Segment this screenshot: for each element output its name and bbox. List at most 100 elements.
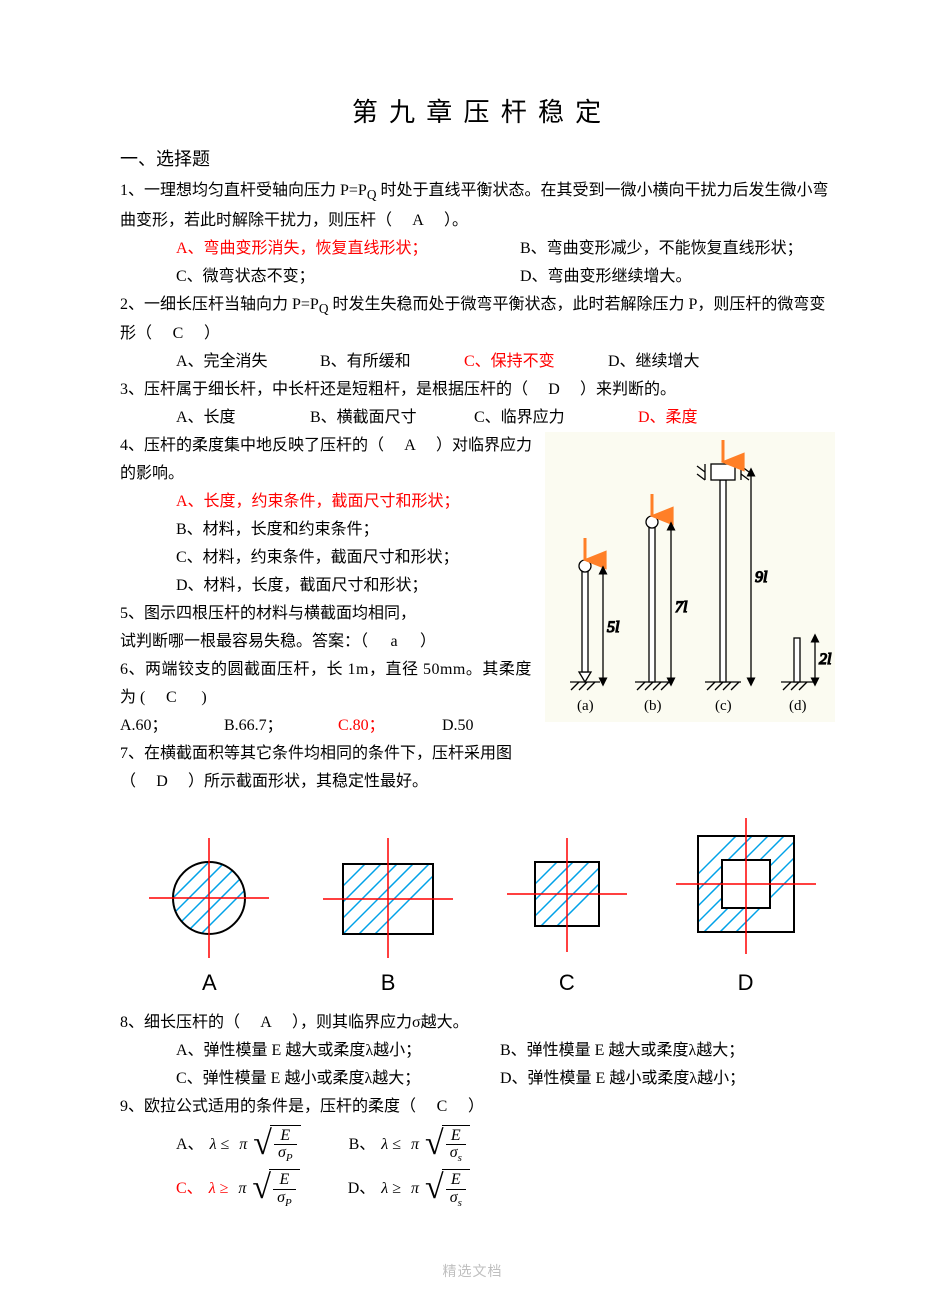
q7-pre: （ bbox=[120, 773, 136, 790]
q1-opt-a: A、弯曲变形消失，恢复直线形状； bbox=[176, 235, 516, 263]
section-b: B bbox=[313, 838, 463, 1003]
q9-answer: C bbox=[416, 1093, 468, 1121]
q9-b-num: E bbox=[446, 1128, 466, 1145]
q7-answer: D bbox=[136, 768, 188, 796]
svg-text:5: 5 bbox=[607, 619, 615, 636]
label-c: C bbox=[559, 964, 575, 1003]
q3-b: B、横截面尺寸 bbox=[310, 404, 470, 432]
q9-a-lbl: A、 bbox=[176, 1131, 204, 1159]
q3-choices: A、长度 B、横截面尺寸 C、临界应力 D、柔度 bbox=[120, 404, 835, 432]
beam-svg: 5 l 7 l bbox=[545, 432, 835, 722]
q3-answer: D bbox=[528, 376, 580, 404]
q9-opt-d: D、 λ ≥ π √ E σs bbox=[348, 1169, 470, 1210]
q4-c: C、材料，约束条件，截面尺寸和形状； bbox=[120, 544, 535, 572]
q2-a: A、完全消失 bbox=[176, 348, 316, 376]
q4-q7-with-figure: 4、压杆的柔度集中地反映了压杆的（A）对临界应力的影响。 A、长度，约束条件，截… bbox=[120, 432, 835, 796]
q9-d-lbl: D、 bbox=[348, 1175, 376, 1203]
q3-close: ）来判断的。 bbox=[580, 381, 676, 398]
q9-c-lbl: C、 bbox=[176, 1175, 203, 1203]
section-a: A bbox=[134, 838, 284, 1003]
question-7-line2: （D）所示截面形状，其稳定性最好。 bbox=[120, 768, 535, 796]
q4-answer: A bbox=[384, 432, 436, 460]
q9-row1: A、 λ ≤ π √ E σP B、 λ ≤ π √ E σs bbox=[120, 1125, 835, 1166]
q9-b-lbl: B、 bbox=[349, 1131, 376, 1159]
q9-row2: C、 λ ≥ π √ E σP D、 λ ≥ π √ E σs bbox=[120, 1169, 835, 1210]
q3-c: C、临界应力 bbox=[474, 404, 634, 432]
q9-b-rel: λ ≤ bbox=[381, 1131, 401, 1159]
q9-d-rel: λ ≥ bbox=[381, 1175, 401, 1203]
beam-figure-canvas: 5 l 7 l bbox=[545, 432, 835, 722]
q9-opt-b: B、 λ ≤ π √ E σs bbox=[349, 1125, 470, 1166]
left-text-column: 4、压杆的柔度集中地反映了压杆的（A）对临界应力的影响。 A、长度，约束条件，截… bbox=[120, 432, 535, 796]
q9-a-rel: λ ≤ bbox=[210, 1131, 230, 1159]
label-d: D bbox=[738, 964, 754, 1003]
sections-row: A B bbox=[120, 818, 835, 1003]
svg-text:l: l bbox=[763, 569, 768, 586]
q6-close: ) bbox=[197, 689, 206, 706]
q8-pre: 8、细长压杆的（ bbox=[120, 1014, 240, 1031]
question-2: 2、一细长压杆当轴向力 P=PQ 时发生失稳而处于微弯平衡状态，此时若解除压力 … bbox=[120, 291, 835, 349]
q1-row2: C、微弯状态不变； D、弯曲变形继续增大。 bbox=[120, 263, 835, 291]
page-footer: 精选文档 bbox=[0, 1261, 945, 1286]
svg-text:(c): (c) bbox=[715, 698, 732, 714]
q9-opt-c: C、 λ ≥ π √ E σP bbox=[176, 1169, 300, 1210]
question-6-line2: 为 (C ) bbox=[120, 684, 535, 712]
q7-close: ）所示截面形状，其稳定性最好。 bbox=[188, 773, 428, 790]
q1-close: ）。 bbox=[444, 212, 468, 229]
q6-d: D.50 bbox=[442, 712, 522, 740]
q6-pre: 为 ( bbox=[120, 689, 145, 706]
q9-d-den: σ bbox=[450, 1189, 458, 1206]
section-a-svg bbox=[149, 838, 269, 958]
q2-answer: C bbox=[152, 320, 204, 348]
q2-pre: 2、一细长压杆当轴向力 P=P bbox=[120, 296, 319, 313]
svg-text:l: l bbox=[615, 619, 620, 636]
svg-text:(a): (a) bbox=[577, 698, 594, 714]
section-d: D bbox=[671, 818, 821, 1003]
q9-a-num: E bbox=[274, 1128, 297, 1145]
q8-a: A、弹性模量 E 越大或柔度λ越小； bbox=[176, 1037, 496, 1065]
q1-stem-pre: 1、一理想均匀直杆受轴向压力 P=P bbox=[120, 182, 367, 199]
label-a: A bbox=[202, 964, 217, 1003]
q9-b-sub: s bbox=[458, 1152, 462, 1164]
section-c: C bbox=[492, 838, 642, 1003]
q5-close: ） bbox=[420, 633, 436, 650]
q9-a-den: σ bbox=[278, 1144, 286, 1161]
q1-answer: A bbox=[392, 207, 444, 235]
q6-answer: C bbox=[145, 684, 197, 712]
q8-b: B、弹性模量 E 越大或柔度λ越大； bbox=[500, 1042, 744, 1059]
svg-text:9: 9 bbox=[755, 569, 763, 586]
label-b: B bbox=[381, 964, 396, 1003]
q6-c: C.80； bbox=[338, 712, 438, 740]
question-7-line1: 7、在横截面积等其它条件均相同的条件下，压杆采用图 bbox=[120, 740, 535, 768]
svg-text:l: l bbox=[827, 651, 832, 668]
q3-a: A、长度 bbox=[176, 404, 306, 432]
section-b-svg bbox=[323, 838, 453, 958]
q8-c: C、弹性模量 E 越小或柔度λ越大； bbox=[176, 1065, 496, 1093]
q4-a: A、长度，约束条件，截面尺寸和形状； bbox=[120, 488, 535, 516]
q9-c-num: E bbox=[273, 1172, 296, 1189]
question-6-line1: 6、两端铰支的圆截面压杆，长 1m，直径 50mm。其柔度 bbox=[120, 656, 535, 684]
beam-figure: 5 l 7 l bbox=[545, 432, 835, 722]
q9-c-rel: λ ≥ bbox=[209, 1175, 229, 1203]
svg-text:l: l bbox=[683, 599, 688, 616]
q9-b-den: σ bbox=[450, 1144, 458, 1161]
q2-c: C、保持不变 bbox=[464, 348, 604, 376]
q9-opt-a: A、 λ ≤ π √ E σP bbox=[176, 1125, 301, 1166]
q6-choices: A.60； B.66.7； C.80； D.50 bbox=[120, 712, 535, 740]
q8-row2: C、弹性模量 E 越小或柔度λ越大； D、弹性模量 E 越小或柔度λ越小； bbox=[120, 1065, 835, 1093]
q5-pre: 试判断哪一根最容易失稳。答案：（ bbox=[120, 633, 368, 650]
q1-opt-b: B、弯曲变形减少，不能恢复直线形状； bbox=[520, 240, 803, 257]
section-c-svg bbox=[507, 838, 627, 958]
q3-d: D、柔度 bbox=[638, 404, 768, 432]
question-5-line2: 试判断哪一根最容易失稳。答案：（a） bbox=[120, 628, 535, 656]
q9-pre: 9、欧拉公式适用的条件是，压杆的柔度（ bbox=[120, 1098, 416, 1115]
q4-b: B、材料，长度和约束条件； bbox=[120, 516, 535, 544]
section-d-svg bbox=[676, 818, 816, 958]
q4-d: D、材料，长度，截面尺寸和形状； bbox=[120, 572, 535, 600]
question-1: 1、一理想均匀直杆受轴向压力 P=PQ 时处于直线平衡状态。在其受到一微小横向干… bbox=[120, 177, 835, 235]
q8-row1: A、弹性模量 E 越大或柔度λ越小； B、弹性模量 E 越大或柔度λ越大； bbox=[120, 1037, 835, 1065]
q1-row1: A、弯曲变形消失，恢复直线形状； B、弯曲变形减少，不能恢复直线形状； bbox=[120, 235, 835, 263]
q9-a-sub: P bbox=[286, 1152, 293, 1164]
svg-text:2: 2 bbox=[819, 651, 827, 668]
q8-d: D、弹性模量 E 越小或柔度λ越小； bbox=[500, 1070, 745, 1087]
